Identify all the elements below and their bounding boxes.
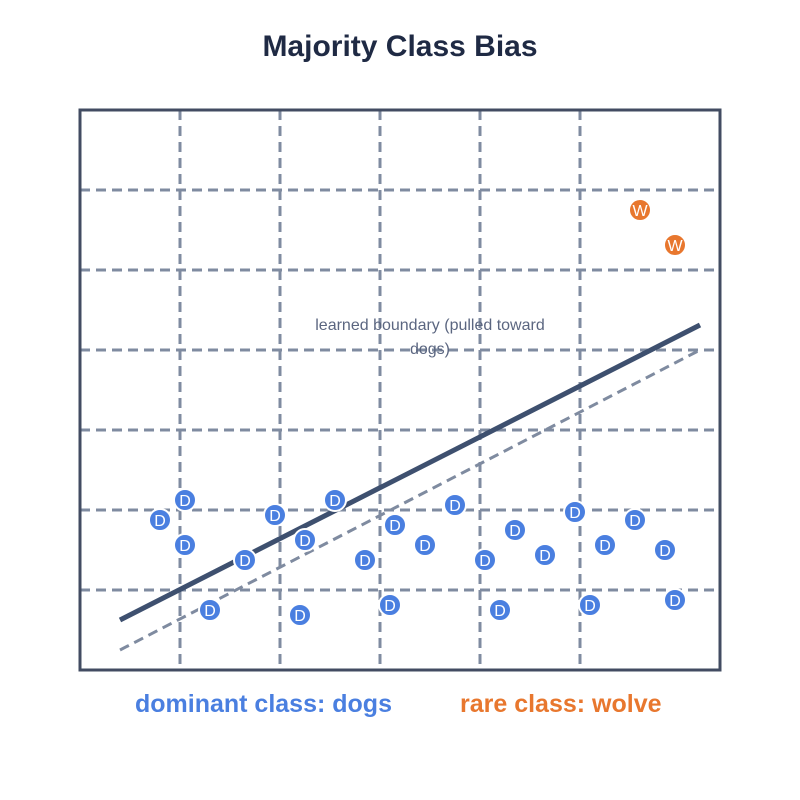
dogs-point-label: D: [669, 593, 681, 610]
dogs-point-label: D: [179, 538, 191, 555]
dogs-point-label: D: [449, 498, 461, 515]
dogs-point-label: D: [539, 548, 551, 565]
dogs-point-label: D: [384, 598, 396, 615]
dogs-point-label: D: [659, 543, 671, 560]
dogs-point-label: D: [154, 513, 166, 530]
dogs-point: D: [663, 588, 687, 612]
dogs-point: D: [503, 518, 527, 542]
dogs-point: D: [488, 598, 512, 622]
boundary-annotation-line1: learned boundary (pulled toward: [315, 317, 544, 334]
dogs-point-label: D: [329, 493, 341, 510]
legend-dogs: dominant class: dogs: [135, 690, 392, 718]
dogs-point: D: [293, 528, 317, 552]
dogs-point-label: D: [389, 518, 401, 535]
learned-boundary-line: [118, 322, 702, 623]
wolves-point: W: [628, 198, 652, 222]
dogs-point: D: [378, 593, 402, 617]
wolves-point-label: W: [667, 238, 683, 255]
dogs-point-label: D: [179, 493, 191, 510]
dogs-point-label: D: [239, 553, 251, 570]
wolves-point: W: [663, 233, 687, 257]
dogs-point: D: [233, 548, 257, 572]
dogs-point-label: D: [584, 598, 596, 615]
dogs-point: D: [173, 533, 197, 557]
dogs-point: D: [198, 598, 222, 622]
dogs-point: D: [413, 533, 437, 557]
dogs-point-label: D: [269, 508, 281, 525]
dogs-point: D: [148, 508, 172, 532]
dogs-point: D: [443, 493, 467, 517]
wolves-point-label: W: [632, 203, 648, 220]
dogs-point: D: [563, 500, 587, 524]
dogs-point-label: D: [569, 505, 581, 522]
dogs-point: D: [173, 488, 197, 512]
dogs-point: D: [578, 593, 602, 617]
dogs-point-label: D: [494, 603, 506, 620]
dogs-point: D: [593, 533, 617, 557]
dogs-point: D: [653, 538, 677, 562]
dogs-point-label: D: [299, 533, 311, 550]
chart-title: Majority Class Bias: [262, 30, 538, 63]
dogs-point-label: D: [359, 553, 371, 570]
boundary-annotation-line2: dogs): [410, 341, 450, 358]
dogs-point-label: D: [629, 513, 641, 530]
legend-wolves: rare class: wolve: [460, 690, 662, 718]
ideal-boundary-line: [119, 348, 701, 652]
dogs-point: D: [383, 513, 407, 537]
grid: [80, 110, 720, 670]
dogs-point-label: D: [419, 538, 431, 555]
boundary-lines: [118, 322, 702, 652]
dogs-point: D: [263, 503, 287, 527]
dogs-point: D: [473, 548, 497, 572]
dogs-point: D: [533, 543, 557, 567]
dogs-point-label: D: [479, 553, 491, 570]
dogs-point-label: D: [599, 538, 611, 555]
dogs-point: D: [288, 603, 312, 627]
dogs-point-label: D: [509, 523, 521, 540]
dogs-point: D: [323, 488, 347, 512]
plot-frame: [78, 108, 722, 672]
dogs-point-label: D: [204, 603, 216, 620]
dogs-point: D: [623, 508, 647, 532]
dogs-point: D: [353, 548, 377, 572]
dogs-point-label: D: [294, 608, 306, 625]
